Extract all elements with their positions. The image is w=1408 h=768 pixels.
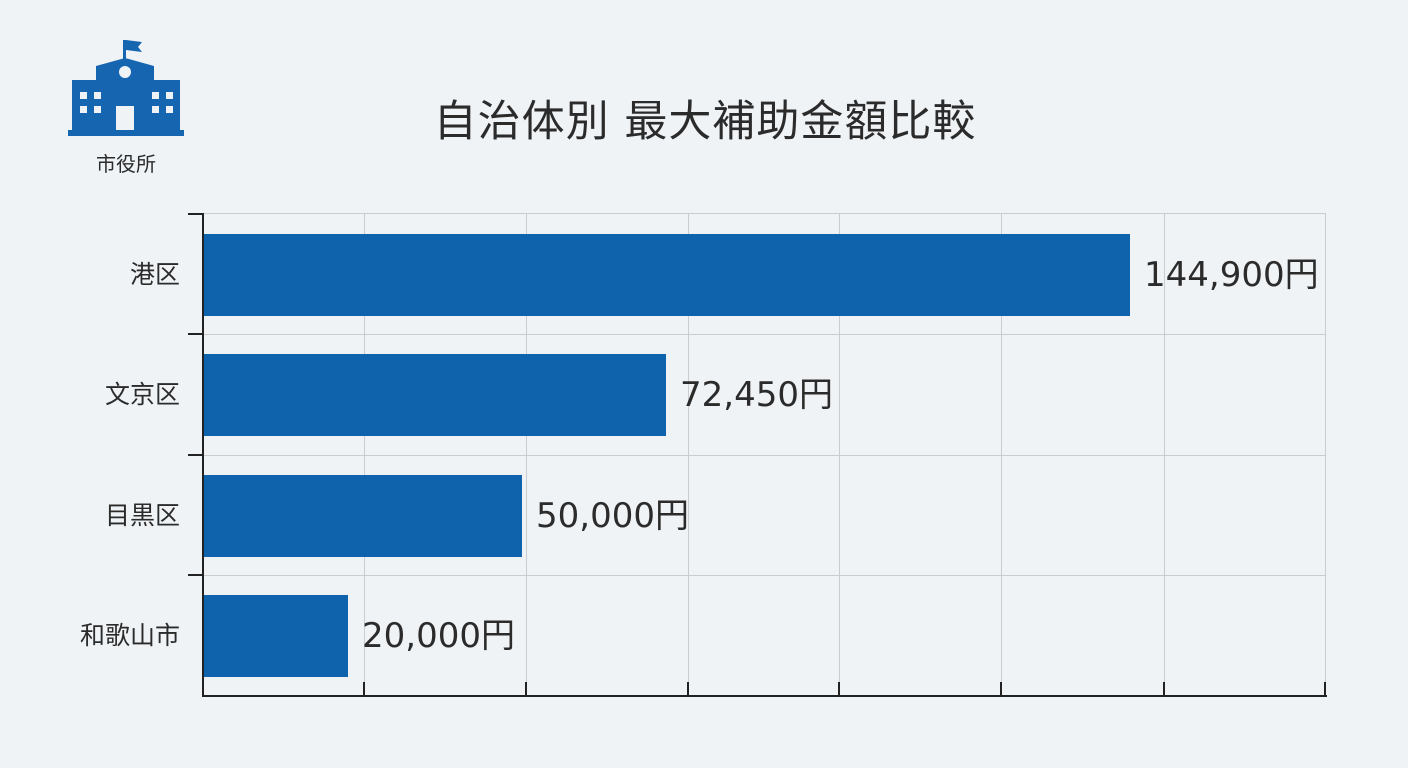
bar-minato xyxy=(202,234,1130,316)
x-tick xyxy=(1324,682,1326,696)
x-tick xyxy=(838,682,840,696)
gridline xyxy=(688,213,689,696)
y-axis xyxy=(202,213,204,696)
category-label: 港区 xyxy=(129,260,180,289)
gridline xyxy=(1001,213,1002,696)
category-label: 目黒区 xyxy=(104,501,180,530)
city-hall-icon xyxy=(68,40,184,136)
y-tick xyxy=(188,454,202,456)
gridline xyxy=(1164,213,1165,696)
bar-meguro xyxy=(202,475,522,557)
city-hall-logo: 市役所 xyxy=(64,38,188,178)
x-tick xyxy=(687,682,689,696)
chart-title: 自治体別 最大補助金額比較 xyxy=(433,96,977,147)
gridline xyxy=(202,213,1326,214)
bar-bunkyo xyxy=(202,354,666,436)
logo-label: 市役所 xyxy=(96,152,156,176)
x-tick xyxy=(363,682,365,696)
gridline xyxy=(202,334,1326,335)
category-label: 文京区 xyxy=(104,380,180,409)
bar-wakayama xyxy=(202,595,348,677)
y-tick xyxy=(188,213,202,215)
gridline xyxy=(202,455,1326,456)
x-tick xyxy=(525,682,527,696)
value-label: 72,450円 xyxy=(680,375,833,415)
gridline xyxy=(839,213,840,696)
y-tick xyxy=(188,574,202,576)
gridline xyxy=(526,213,527,696)
category-label: 和歌山市 xyxy=(79,621,180,650)
value-label: 144,900円 xyxy=(1144,255,1319,295)
y-tick xyxy=(188,333,202,335)
gridline xyxy=(202,575,1326,576)
gridline xyxy=(1325,213,1326,696)
x-tick xyxy=(1000,682,1002,696)
value-label: 20,000円 xyxy=(362,616,515,656)
value-label: 50,000円 xyxy=(536,496,689,536)
gridline xyxy=(364,213,365,696)
x-tick xyxy=(1163,682,1165,696)
x-axis xyxy=(202,695,1327,697)
plot-area: 144,900円 72,450円 50,000円 20,000円 xyxy=(188,213,1327,697)
